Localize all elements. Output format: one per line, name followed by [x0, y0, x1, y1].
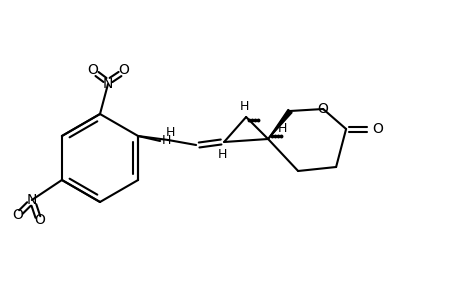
Text: O: O — [118, 63, 129, 77]
Text: O: O — [34, 213, 45, 227]
Text: H: H — [239, 100, 248, 113]
Text: O: O — [372, 122, 383, 136]
Text: O: O — [317, 102, 328, 116]
Text: N: N — [103, 77, 113, 91]
Text: N: N — [27, 193, 37, 207]
Text: H: H — [161, 134, 170, 146]
Text: O: O — [87, 63, 98, 77]
Text: H: H — [165, 125, 174, 139]
Polygon shape — [268, 110, 291, 139]
Text: O: O — [12, 208, 23, 222]
Text: H: H — [277, 122, 286, 136]
Text: H: H — [217, 148, 226, 161]
